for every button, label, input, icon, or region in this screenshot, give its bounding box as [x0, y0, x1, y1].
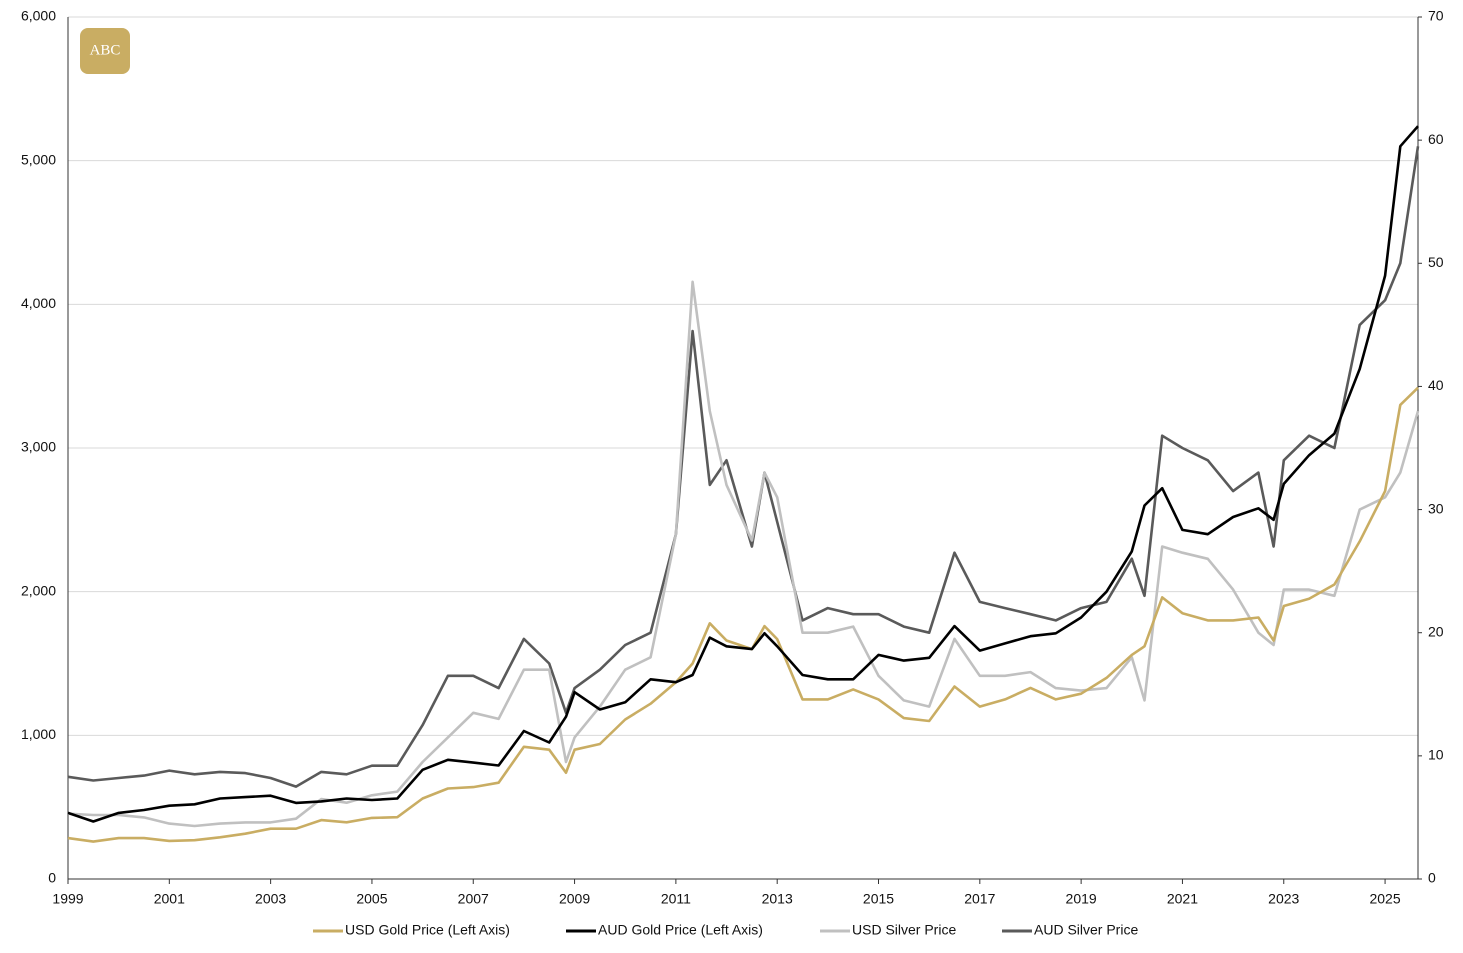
y2-tick-label: 0 — [1428, 870, 1436, 886]
x-tick-label: 2009 — [559, 891, 590, 907]
y-tick-label: 4,000 — [21, 295, 56, 311]
y-tick-label: 2,000 — [21, 582, 56, 598]
legend-label: AUD Silver Price — [1034, 922, 1138, 938]
series-line — [67, 386, 1419, 843]
x-tick-label: 2017 — [964, 891, 995, 907]
logo-badge — [80, 28, 130, 74]
legend-label: USD Silver Price — [852, 922, 956, 938]
y2-tick-label: 60 — [1428, 131, 1444, 147]
y2-tick-label: 30 — [1428, 500, 1444, 516]
y2-tick-label: 50 — [1428, 254, 1444, 270]
y-tick-label: 1,000 — [21, 726, 56, 742]
x-tick-label: 2021 — [1167, 891, 1198, 907]
x-tick-label: 2013 — [762, 891, 793, 907]
legend-label: AUD Gold Price (Left Axis) — [598, 922, 763, 938]
x-tick-label: 2001 — [154, 891, 185, 907]
x-tick-label: 1999 — [52, 891, 83, 907]
x-tick-label: 2015 — [863, 891, 894, 907]
x-tick-label: 2011 — [661, 891, 691, 907]
y2-tick-label: 20 — [1428, 623, 1444, 639]
x-tick-label: 2005 — [356, 891, 387, 907]
logo: ABC — [80, 28, 130, 74]
legend-label: USD Gold Price (Left Axis) — [345, 922, 510, 938]
x-tick-label: 2019 — [1066, 891, 1097, 907]
series-line — [67, 125, 1419, 823]
y-tick-label: 3,000 — [21, 439, 56, 455]
y2-tick-label: 10 — [1428, 747, 1444, 763]
x-tick-label: 2007 — [458, 891, 489, 907]
y-tick-label: 5,000 — [21, 151, 56, 167]
y2-tick-label: 70 — [1428, 8, 1444, 24]
y2-tick-label: 40 — [1428, 377, 1444, 393]
x-tick-label: 2003 — [255, 891, 286, 907]
logo-text: ABC — [90, 42, 121, 58]
x-tick-label: 2025 — [1369, 891, 1400, 907]
y-tick-label: 6,000 — [21, 8, 56, 24]
x-tick-label: 2023 — [1268, 891, 1299, 907]
y-tick-label: 0 — [48, 870, 56, 886]
